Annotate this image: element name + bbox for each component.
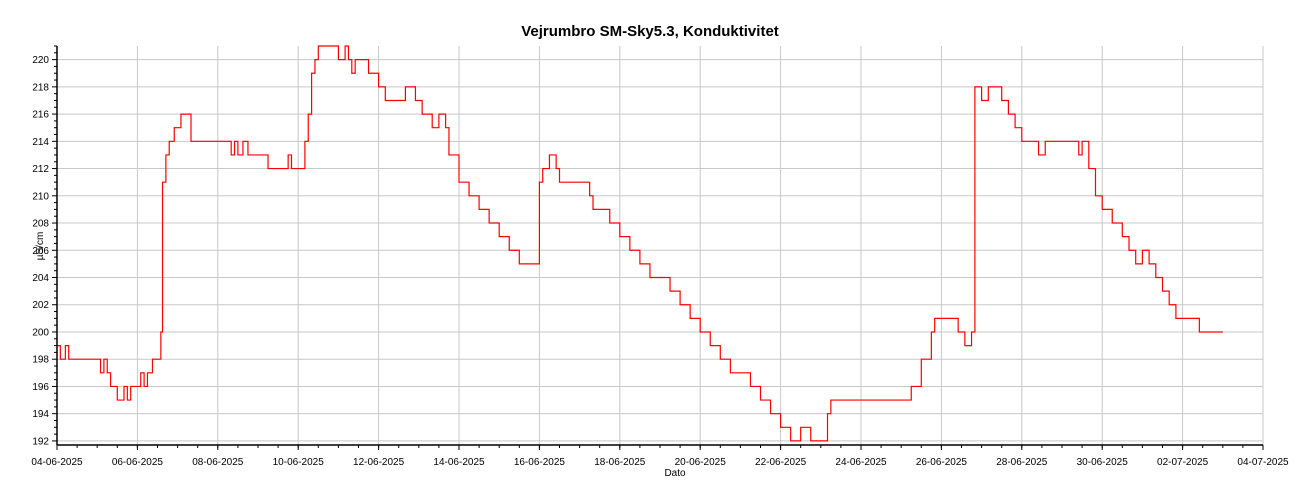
series-layer (57, 45, 1223, 442)
x-tick-label: 14-06-2025 (433, 457, 485, 468)
y-tick-label: 200 (32, 327, 49, 338)
y-tick-label: 206 (32, 246, 49, 257)
x-tick-label: 12-06-2025 (353, 457, 405, 468)
y-tick-label: 194 (32, 409, 49, 420)
y-tick-label: 202 (32, 300, 49, 311)
x-tick-labels: 04-06-2025 06-06-2025 08-06-2025 10-06-2025… (31, 457, 1289, 468)
y-tick-label: 208 (32, 219, 49, 230)
y-tick-label: 196 (32, 382, 49, 393)
grid-lines (56, 46, 1264, 445)
x-tick-label: 04-07-2025 (1237, 457, 1289, 468)
series-line (57, 45, 1223, 442)
x-tick-label: 18-06-2025 (594, 457, 646, 468)
x-tick-label: 02-07-2025 (1157, 457, 1209, 468)
chart-title: Vejrumbro SM-Sky5.3, Konduktivitet (521, 23, 779, 40)
x-tick-label: 30-06-2025 (1077, 457, 1129, 468)
y-axis-label: µS/cm (35, 232, 46, 261)
axes (52, 45, 1264, 450)
y-tick-label: 220 (32, 55, 49, 66)
y-tick-labels: 192 194 196 198 200 202 204 206 208 210 212 214 216 2… (32, 55, 49, 447)
x-tick-label: 06-06-2025 (112, 457, 164, 468)
x-tick-label: 28-06-2025 (996, 457, 1048, 468)
x-tick-label: 10-06-2025 (273, 457, 325, 468)
x-tick-label: 04-06-2025 (31, 457, 83, 468)
y-tick-label: 198 (32, 355, 49, 366)
x-tick-label: 20-06-2025 (675, 457, 727, 468)
x-tick-label: 26-06-2025 (916, 457, 968, 468)
y-tick-label: 204 (32, 273, 49, 284)
x-tick-label: 16-06-2025 (514, 457, 566, 468)
y-tick-label: 214 (32, 137, 49, 148)
x-tick-label: 22-06-2025 (755, 457, 807, 468)
x-tick-label: 24-06-2025 (835, 457, 887, 468)
x-tick-label: 08-06-2025 (192, 457, 244, 468)
y-tick-label: 210 (32, 191, 49, 202)
y-tick-label: 212 (32, 164, 49, 175)
y-tick-label: 216 (32, 110, 49, 121)
y-tick-label: 218 (32, 82, 49, 93)
y-tick-label: 192 (32, 436, 49, 447)
x-axis-label: Dato (664, 468, 686, 479)
